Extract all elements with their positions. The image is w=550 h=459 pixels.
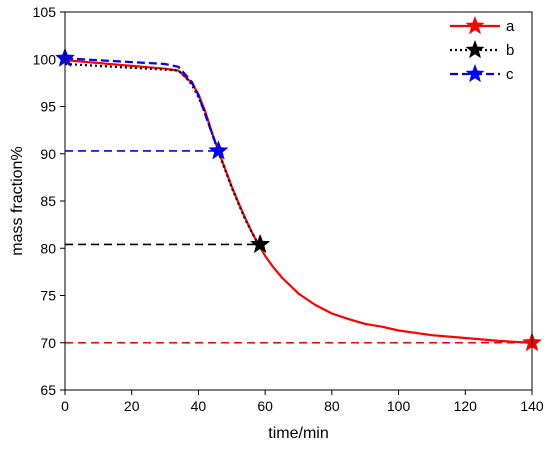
- series-line-b: [64, 62, 260, 246]
- x-axis-title: time/min: [268, 425, 328, 442]
- legend-label-c: c: [506, 66, 514, 83]
- legend-label-a: a: [506, 18, 515, 35]
- y-tick-label: 65: [40, 382, 56, 398]
- legend: abc: [450, 16, 515, 83]
- x-axis-ticks: 0 20 40 60 80 100 120 140: [61, 390, 544, 414]
- series-markers: [54, 47, 543, 352]
- x-tick-label: 80: [324, 398, 340, 414]
- series-line-a: [64, 59, 533, 344]
- star-marker-b: [249, 233, 271, 254]
- x-tick-label: 140: [520, 398, 544, 414]
- y-tick-label: 80: [40, 240, 56, 256]
- y-tick-label: 85: [40, 193, 56, 209]
- y-tick-label: 90: [40, 146, 56, 162]
- reference-lines: [65, 150, 532, 344]
- x-tick-label: 120: [454, 398, 478, 414]
- y-tick-label: 75: [40, 288, 56, 304]
- legend-star-b: [465, 40, 485, 59]
- y-tick-label: 95: [40, 99, 56, 115]
- x-tick-label: 60: [257, 398, 273, 414]
- legend-star-a: [465, 16, 485, 35]
- y-tick-label: 70: [40, 335, 56, 351]
- x-tick-label: 100: [387, 398, 411, 414]
- x-tick-label: 20: [124, 398, 140, 414]
- y-axis-title: mass fraction%: [9, 146, 26, 255]
- y-axis-ticks: 65 70 75 80 85 90 95 100 105: [33, 4, 65, 398]
- x-tick-label: 40: [191, 398, 207, 414]
- legend-label-b: b: [506, 42, 514, 59]
- x-tick-label: 0: [61, 398, 69, 414]
- star-marker-c: [208, 140, 229, 160]
- series-lines: [64, 57, 533, 344]
- series-line-c: [64, 57, 220, 152]
- legend-star-c: [465, 64, 485, 83]
- y-tick-label: 100: [33, 51, 57, 67]
- y-tick-label: 105: [33, 4, 57, 20]
